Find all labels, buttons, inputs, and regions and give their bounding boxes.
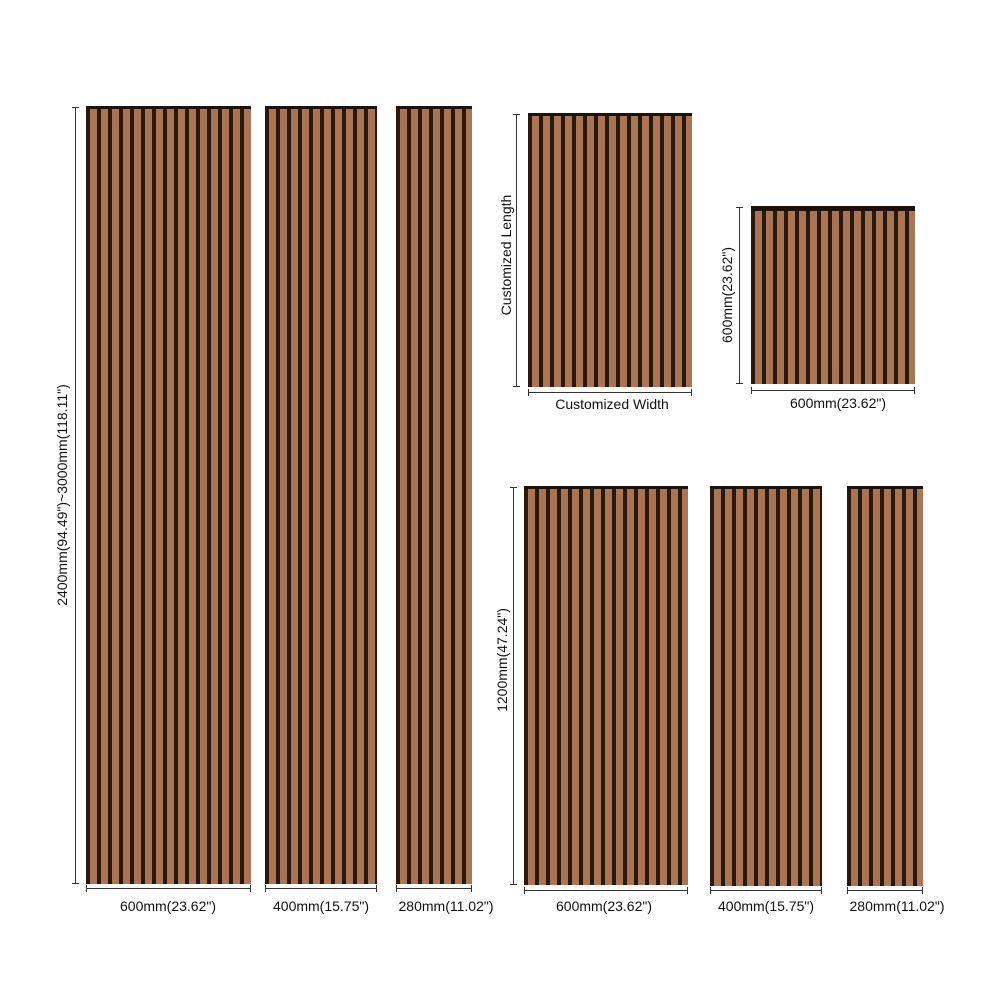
label-width-600-small: 600mm(23.62") (789, 395, 887, 411)
dimension-line-600 (86, 885, 251, 892)
label-width-400: 400mm(15.75") (272, 898, 370, 914)
label-height-600: 600mm(23.62") (719, 246, 735, 344)
panel-full-400 (265, 106, 377, 884)
label-width-280: 280mm(11.02") (398, 898, 494, 914)
dimension-line-custom-length (513, 114, 520, 387)
label-width-280-b: 280mm(11.02") (849, 898, 945, 914)
label-height-1200: 1200mm(47.24") (494, 608, 510, 712)
panel-full-280 (396, 106, 472, 884)
label-width-600-b: 600mm(23.62") (555, 898, 653, 914)
dimension-line-400 (265, 885, 377, 892)
panel-1200-280 (847, 486, 923, 886)
dimension-line-1200-280 (847, 887, 923, 894)
panel-customized (528, 113, 692, 387)
panel-600x600 (751, 206, 915, 384)
panel-1200-600 (524, 486, 688, 885)
dimension-line-280 (396, 885, 472, 892)
dimension-line-1200 (510, 487, 517, 885)
dimension-line-full-height (72, 107, 79, 884)
dimension-line-600-height (736, 207, 743, 384)
label-custom-length: Customized Length (498, 194, 514, 316)
dimension-line-custom-width (528, 389, 692, 396)
label-custom-width: Customized Width (555, 396, 669, 412)
label-width-600: 600mm(23.62") (119, 898, 217, 914)
label-full-height: 2400mm(94.49")~3000mm(118.11") (54, 384, 70, 606)
dimension-line-1200-600 (524, 887, 688, 894)
dimension-line-1200-400 (710, 887, 822, 894)
panel-full-600 (86, 106, 251, 884)
dimension-line-600-width-small (751, 387, 915, 394)
label-width-400-b: 400mm(15.75") (717, 898, 815, 914)
panel-1200-400 (710, 486, 822, 886)
